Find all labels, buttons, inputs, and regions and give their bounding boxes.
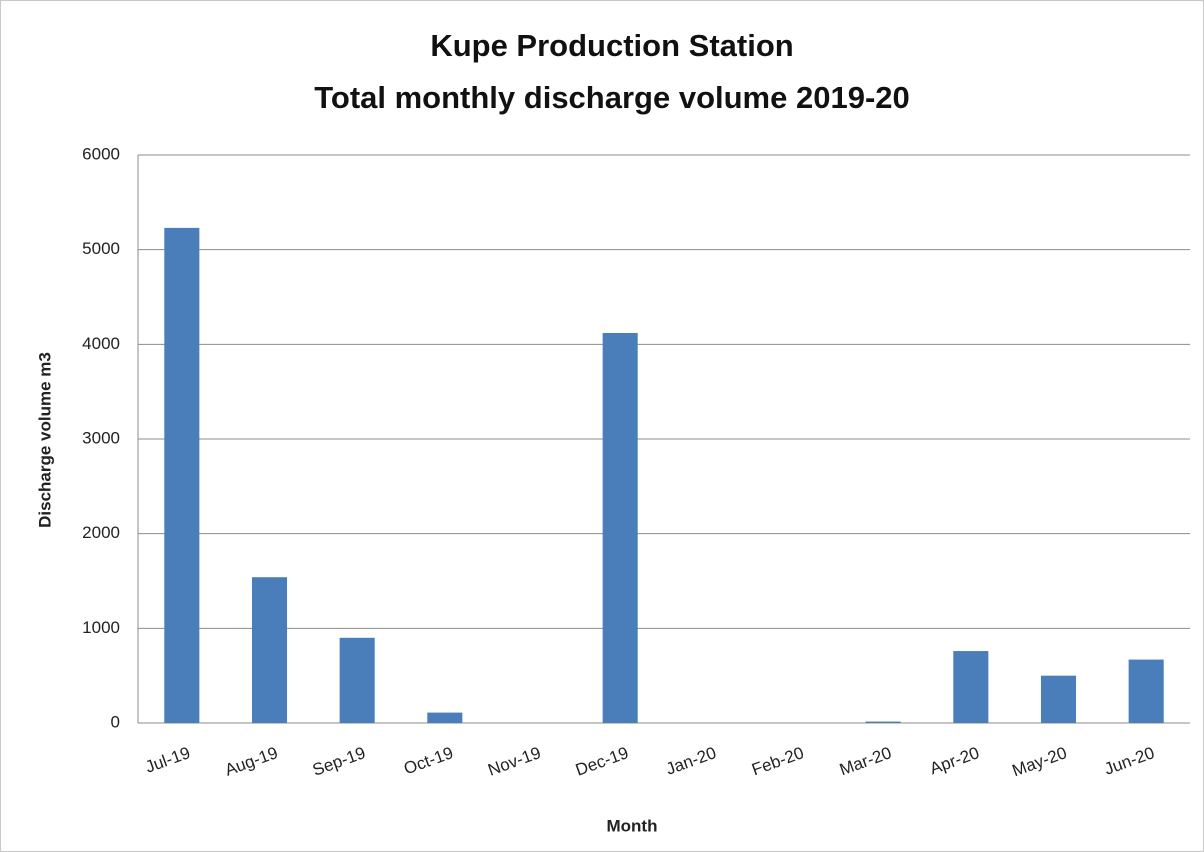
bar [251, 577, 288, 723]
bar [1040, 675, 1077, 723]
bar [164, 227, 200, 724]
bar [339, 637, 375, 723]
y-tick-label: 2000 [82, 523, 120, 542]
y-axis-title: Discharge volume m3 [35, 352, 54, 528]
bar [865, 721, 901, 723]
bar [427, 712, 463, 723]
y-tick-label: 4000 [82, 334, 120, 353]
y-tick-label: 5000 [82, 239, 120, 258]
bar [1128, 659, 1164, 723]
bar [602, 332, 638, 723]
x-axis-title: Month [607, 816, 658, 835]
chart-title: Total monthly discharge volume 2019-20 [314, 80, 910, 115]
y-tick-label: 6000 [82, 144, 120, 163]
y-tick-label: 0 [111, 712, 120, 731]
y-tick-label: 3000 [82, 428, 120, 447]
y-tick-label: 1000 [82, 618, 120, 637]
chart-title: Kupe Production Station [430, 28, 793, 63]
bar [953, 651, 989, 723]
